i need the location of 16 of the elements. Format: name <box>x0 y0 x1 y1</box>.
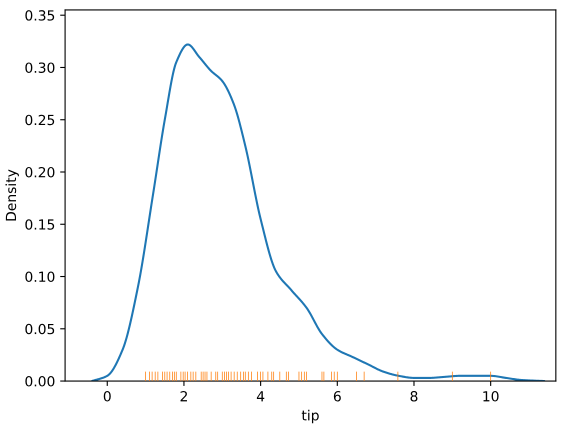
y-tick-label: 0.35 <box>25 10 54 21</box>
y-tick-label: 0.00 <box>25 376 54 387</box>
y-tick-label: 0.15 <box>25 219 54 230</box>
x-tick-label: 8 <box>410 391 418 402</box>
y-tick-label: 0.05 <box>25 324 54 334</box>
x-tick-label: 4 <box>256 391 264 402</box>
y-tick-label: 0.25 <box>25 114 54 126</box>
y-tick-label: 0.10 <box>25 271 54 282</box>
x-tick-label: 0 <box>104 391 111 402</box>
x-tick-label: 2 <box>180 391 187 402</box>
y-tick-label: 0.20 <box>25 166 54 178</box>
y-axis-title: Density <box>5 170 19 221</box>
x-tick-label: 6 <box>334 391 341 402</box>
x-axis-title: tip <box>302 410 319 424</box>
x-tick-label: 10 <box>483 391 499 402</box>
y-tick-label: 0.30 <box>25 62 54 73</box>
